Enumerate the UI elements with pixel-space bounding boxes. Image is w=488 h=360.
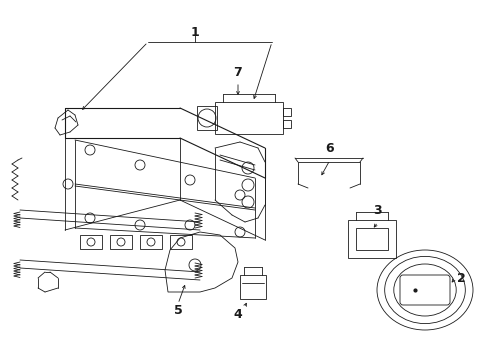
Bar <box>110 235 132 249</box>
Bar <box>215 102 283 134</box>
Text: 6: 6 <box>325 141 334 154</box>
Bar <box>240 275 265 299</box>
Bar <box>283 108 290 116</box>
Bar <box>140 235 162 249</box>
Text: 4: 4 <box>233 307 242 320</box>
Text: 3: 3 <box>373 203 382 216</box>
Bar <box>80 235 102 249</box>
Bar <box>170 235 192 249</box>
Text: 2: 2 <box>456 271 465 284</box>
Text: 7: 7 <box>233 66 242 78</box>
Text: 1: 1 <box>190 26 199 39</box>
Bar <box>347 220 395 258</box>
Bar <box>355 228 387 250</box>
Bar <box>197 106 217 130</box>
Text: 5: 5 <box>173 303 182 316</box>
Bar <box>283 120 290 128</box>
